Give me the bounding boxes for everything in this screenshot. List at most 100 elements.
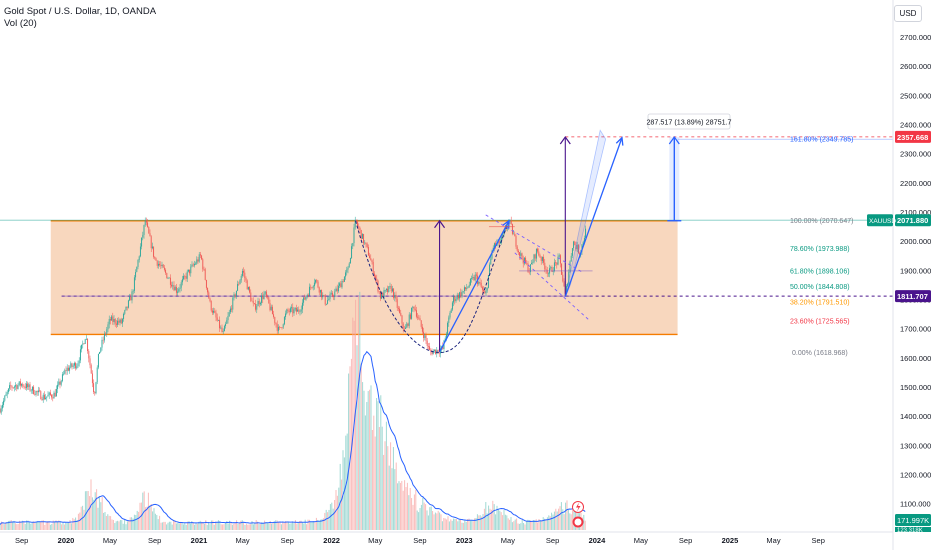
candle-body — [447, 322, 449, 334]
volume-bar — [222, 524, 224, 530]
candle-body — [520, 253, 522, 256]
volume-readout-box — [895, 514, 931, 526]
candle-body — [207, 287, 209, 293]
volume-bar — [62, 522, 64, 530]
candle-body — [313, 282, 315, 287]
candle-body — [407, 323, 409, 326]
volume-bar — [48, 521, 50, 530]
volume-bar — [129, 517, 131, 530]
x-tick-sep-3: Sep — [148, 536, 161, 545]
volume-bar — [105, 515, 107, 530]
candle-body — [166, 272, 168, 279]
candle-body — [378, 291, 380, 293]
candle-body — [29, 384, 31, 391]
volume-bar — [168, 521, 170, 530]
candle-body — [267, 296, 269, 298]
candle-body — [31, 386, 33, 391]
volume-bar — [125, 524, 127, 530]
candle-body — [216, 317, 218, 321]
candle-body — [174, 287, 176, 291]
volume-bar — [453, 518, 455, 530]
candle-body — [570, 255, 572, 262]
candle-body — [522, 258, 524, 264]
volume-bar — [37, 520, 39, 530]
candle-body — [430, 349, 432, 352]
volume-bar — [290, 523, 292, 530]
candle-body — [142, 234, 144, 238]
volume-bar — [527, 519, 529, 530]
candle-body — [135, 272, 137, 278]
volume-bar — [359, 291, 361, 530]
volume-bar — [336, 495, 338, 530]
volume-bar — [199, 520, 201, 530]
candle-body — [19, 381, 21, 386]
candle-body — [141, 237, 143, 247]
volume-bar — [96, 489, 98, 530]
volume-bar — [448, 521, 450, 530]
candle-body — [219, 319, 221, 329]
symbol-title[interactable]: Gold Spot / U.S. Dollar, 1D, OANDA — [4, 6, 157, 17]
volume-bar — [447, 516, 449, 530]
candle-body — [558, 255, 560, 257]
volume-bar — [304, 519, 306, 530]
volume-bar — [7, 520, 9, 530]
candle-body — [53, 392, 55, 399]
candle-body — [396, 299, 398, 308]
volume-bar — [570, 514, 572, 530]
volume-bar — [474, 518, 476, 530]
volume-bar — [94, 492, 96, 530]
y-tick-2200: 2200.000 — [900, 179, 931, 188]
candle-body — [94, 392, 96, 394]
candle-body — [582, 241, 584, 245]
candle-body — [189, 269, 191, 274]
volume-bar — [241, 520, 243, 530]
volume-bar — [66, 522, 68, 530]
candle-body — [528, 271, 530, 273]
volume-bar — [398, 481, 400, 530]
candle-body — [241, 270, 243, 276]
volume-bar — [328, 509, 330, 530]
candle-body — [485, 290, 487, 294]
price-series — [0, 216, 587, 415]
volume-bar — [539, 520, 541, 530]
volume-legend[interactable]: Vol (20) — [4, 18, 37, 29]
candle-body — [450, 309, 452, 313]
volume-bar — [122, 523, 124, 530]
candle-body — [124, 310, 126, 314]
volume-bar — [275, 520, 277, 530]
measure-label: 287.517 (13.89%) 28751.7 — [646, 118, 731, 127]
drawing-annotations: 287.517 (13.89%) 28751.7 — [355, 113, 732, 354]
y-tick-2100: 2100.000 — [900, 208, 931, 217]
x-tick-sep-6: Sep — [281, 536, 294, 545]
volume-bar — [159, 515, 161, 530]
volume-bar — [395, 462, 397, 530]
candle-body — [22, 383, 24, 387]
price-axis[interactable]: 1100.000 1200.000 1300.000 1400.000 1500.000… — [892, 0, 931, 550]
candle-body — [377, 280, 379, 292]
candle-body — [552, 271, 554, 272]
candle-body — [71, 363, 73, 367]
currency-button[interactable]: USD — [894, 5, 922, 22]
candle-body — [316, 280, 318, 282]
candle-body — [498, 239, 500, 244]
candle-body — [303, 297, 305, 303]
candle-body — [179, 287, 181, 290]
candle-body — [117, 320, 119, 325]
volume-bar — [387, 446, 389, 530]
volume-bar — [516, 518, 518, 530]
volume-bar — [282, 521, 284, 530]
candle-body — [360, 229, 362, 239]
candle-body — [341, 281, 343, 288]
candle-body — [375, 276, 377, 279]
candle-body — [163, 267, 165, 270]
volume-bar — [306, 524, 308, 530]
volume-bar — [419, 508, 421, 530]
candle-body — [388, 286, 390, 293]
candle-body — [391, 288, 393, 292]
candle-body — [371, 260, 373, 263]
candle-body — [545, 269, 547, 270]
candle-body — [11, 386, 13, 388]
time-axis[interactable]: Sep 2020 May Sep 2021 May Sep 2022 May Sep 2023 May… — [0, 531, 893, 545]
candle-body — [160, 265, 162, 266]
